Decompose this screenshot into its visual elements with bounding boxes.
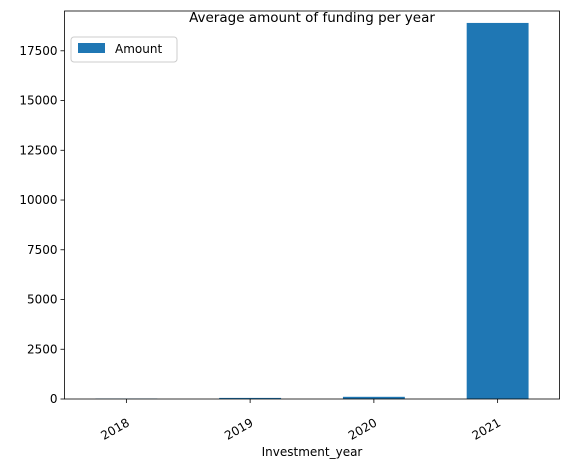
y-axis: 0 2500 5000 7500 10000 12500 15000 17500 [19,44,65,406]
bar-2020 [342,396,405,399]
x-tick-label-2019: 2019 [222,415,255,442]
plot-frame [64,10,560,400]
legend-label: Amount [115,42,162,56]
y-tick-label: 17500 [19,44,57,58]
y-tick-label: 15000 [19,94,57,108]
x-axis: 2018 2019 2020 2021 [98,399,503,443]
bars [95,22,529,399]
chart-title: Average amount of funding per year [189,10,435,26]
y-tick-label: 2500 [27,342,58,356]
x-tick-label-2021: 2021 [470,415,503,442]
y-tick-label: 5000 [27,293,58,307]
legend-swatch [78,43,105,53]
y-tick-label: 12500 [19,143,57,157]
y-tick-label: 7500 [27,243,58,257]
legend: Amount [70,36,178,63]
y-tick-label: 10000 [19,193,57,207]
bar-2021 [466,22,529,399]
y-tick-label: 0 [50,392,58,406]
x-axis-label: Investment_year [262,445,363,459]
x-tick-label-2018: 2018 [98,415,131,442]
x-tick-label-2020: 2020 [346,415,379,442]
bar-2019 [219,397,282,399]
